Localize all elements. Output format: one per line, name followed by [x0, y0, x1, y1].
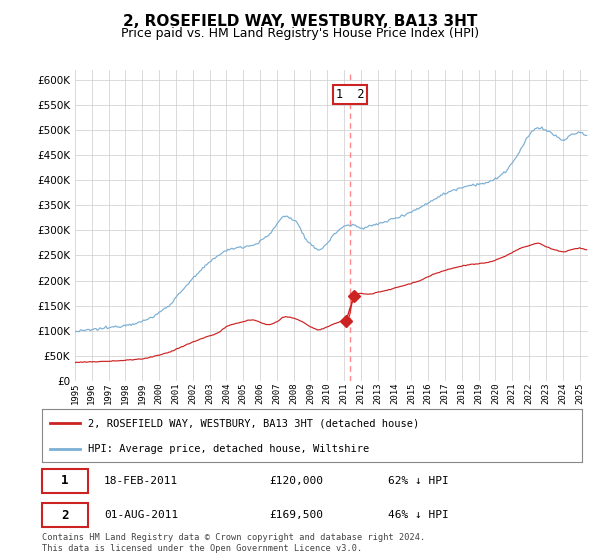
Text: £120,000: £120,000	[269, 476, 323, 486]
Text: 2, ROSEFIELD WAY, WESTBURY, BA13 3HT (detached house): 2, ROSEFIELD WAY, WESTBURY, BA13 3HT (de…	[88, 418, 419, 428]
Text: £169,500: £169,500	[269, 510, 323, 520]
Text: 62% ↓ HPI: 62% ↓ HPI	[388, 476, 448, 486]
Text: 01-AUG-2011: 01-AUG-2011	[104, 510, 178, 520]
Text: 18-FEB-2011: 18-FEB-2011	[104, 476, 178, 486]
Text: 2, ROSEFIELD WAY, WESTBURY, BA13 3HT: 2, ROSEFIELD WAY, WESTBURY, BA13 3HT	[123, 14, 477, 29]
FancyBboxPatch shape	[42, 469, 88, 493]
Text: HPI: Average price, detached house, Wiltshire: HPI: Average price, detached house, Wilt…	[88, 444, 369, 454]
FancyBboxPatch shape	[42, 503, 88, 528]
Text: 46% ↓ HPI: 46% ↓ HPI	[388, 510, 448, 520]
Text: 2: 2	[61, 508, 69, 521]
Text: Contains HM Land Registry data © Crown copyright and database right 2024.
This d: Contains HM Land Registry data © Crown c…	[42, 533, 425, 553]
Text: 1  2: 1 2	[336, 87, 364, 101]
Text: 1: 1	[61, 474, 69, 487]
Text: Price paid vs. HM Land Registry's House Price Index (HPI): Price paid vs. HM Land Registry's House …	[121, 27, 479, 40]
